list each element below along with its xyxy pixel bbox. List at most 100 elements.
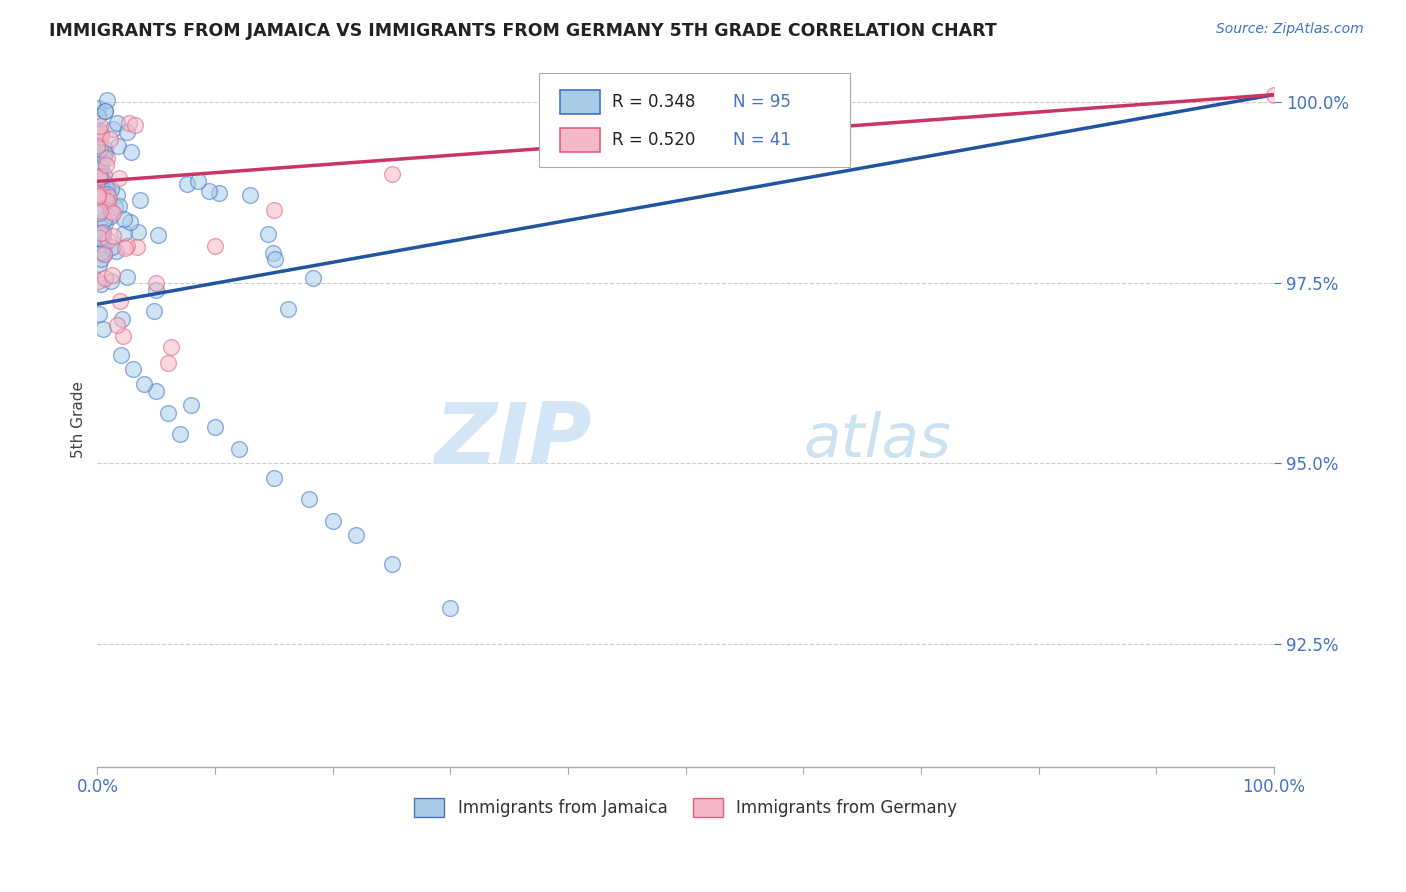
Point [87,187,110,202]
Point [90,130,112,145]
Point [344,528,367,542]
Point [142,304,165,318]
Point [98,132,121,146]
Point [111,312,134,326]
Point [89,204,111,219]
Point [96,194,118,209]
Point [134,376,156,391]
Point [100,204,122,219]
Point [94,158,117,172]
Point [118,215,141,229]
Point [100,182,122,196]
Point [125,240,148,254]
Point [156,405,179,419]
Point [87,188,110,202]
Point [87,123,110,137]
Point [97,192,120,206]
Point [86,127,108,141]
FancyBboxPatch shape [560,90,600,114]
Point [176,177,198,191]
Point [89,169,111,183]
Point [94,103,117,118]
Point [91,245,114,260]
Point [97,234,120,248]
Text: N = 41: N = 41 [733,131,790,149]
Point [89,240,111,254]
Point [90,126,112,140]
Point [100,210,122,224]
Point [96,151,118,165]
Point [94,176,117,190]
Point [115,269,138,284]
Point [322,514,344,528]
Point [208,186,231,201]
Point [302,271,325,285]
Point [87,307,110,321]
Text: N = 95: N = 95 [733,94,790,112]
Point [148,227,170,242]
Point [91,235,114,249]
Point [90,159,112,173]
Point [115,239,138,253]
Point [101,206,124,220]
Point [87,206,110,220]
Point [96,184,118,198]
Point [101,240,124,254]
Point [97,189,120,203]
Point [197,184,219,198]
Point [89,161,111,175]
Point [86,139,108,153]
Point [89,181,111,195]
Point [86,191,108,205]
Point [90,169,112,183]
Point [90,252,112,266]
Point [111,328,134,343]
FancyBboxPatch shape [560,128,600,152]
Point [112,211,135,226]
Point [96,187,118,202]
Point [115,125,138,139]
Point [87,169,110,184]
Point [204,239,226,253]
Point [86,141,108,155]
Point [93,247,115,261]
Point [93,212,115,227]
Point [91,229,114,244]
Point [105,244,128,258]
Legend: Immigrants from Jamaica, Immigrants from Germany: Immigrants from Jamaica, Immigrants from… [408,791,963,824]
Point [93,189,115,203]
Point [110,294,132,309]
Point [108,171,131,186]
Point [94,146,117,161]
Point [105,187,128,202]
Point [94,216,117,230]
Text: R = 0.520: R = 0.520 [612,131,695,149]
Point [93,247,115,261]
Point [145,276,167,290]
Point [263,470,285,484]
Point [107,139,129,153]
Point [257,227,280,241]
Point [93,203,115,218]
Point [239,188,262,202]
Point [108,199,131,213]
Point [87,101,110,115]
Point [96,93,118,107]
FancyBboxPatch shape [538,73,851,167]
Point [94,271,117,285]
Point [263,203,285,218]
Point [86,274,108,288]
Point [105,116,128,130]
Y-axis label: 5th Grade: 5th Grade [72,381,86,458]
Point [94,142,117,156]
Text: ZIP: ZIP [434,399,592,482]
Point [112,226,135,240]
Point [110,348,132,362]
Point [87,230,110,244]
Point [90,277,112,291]
Point [121,362,143,376]
Point [89,119,111,133]
Point [160,340,183,354]
Point [124,118,146,132]
Point [91,187,114,202]
